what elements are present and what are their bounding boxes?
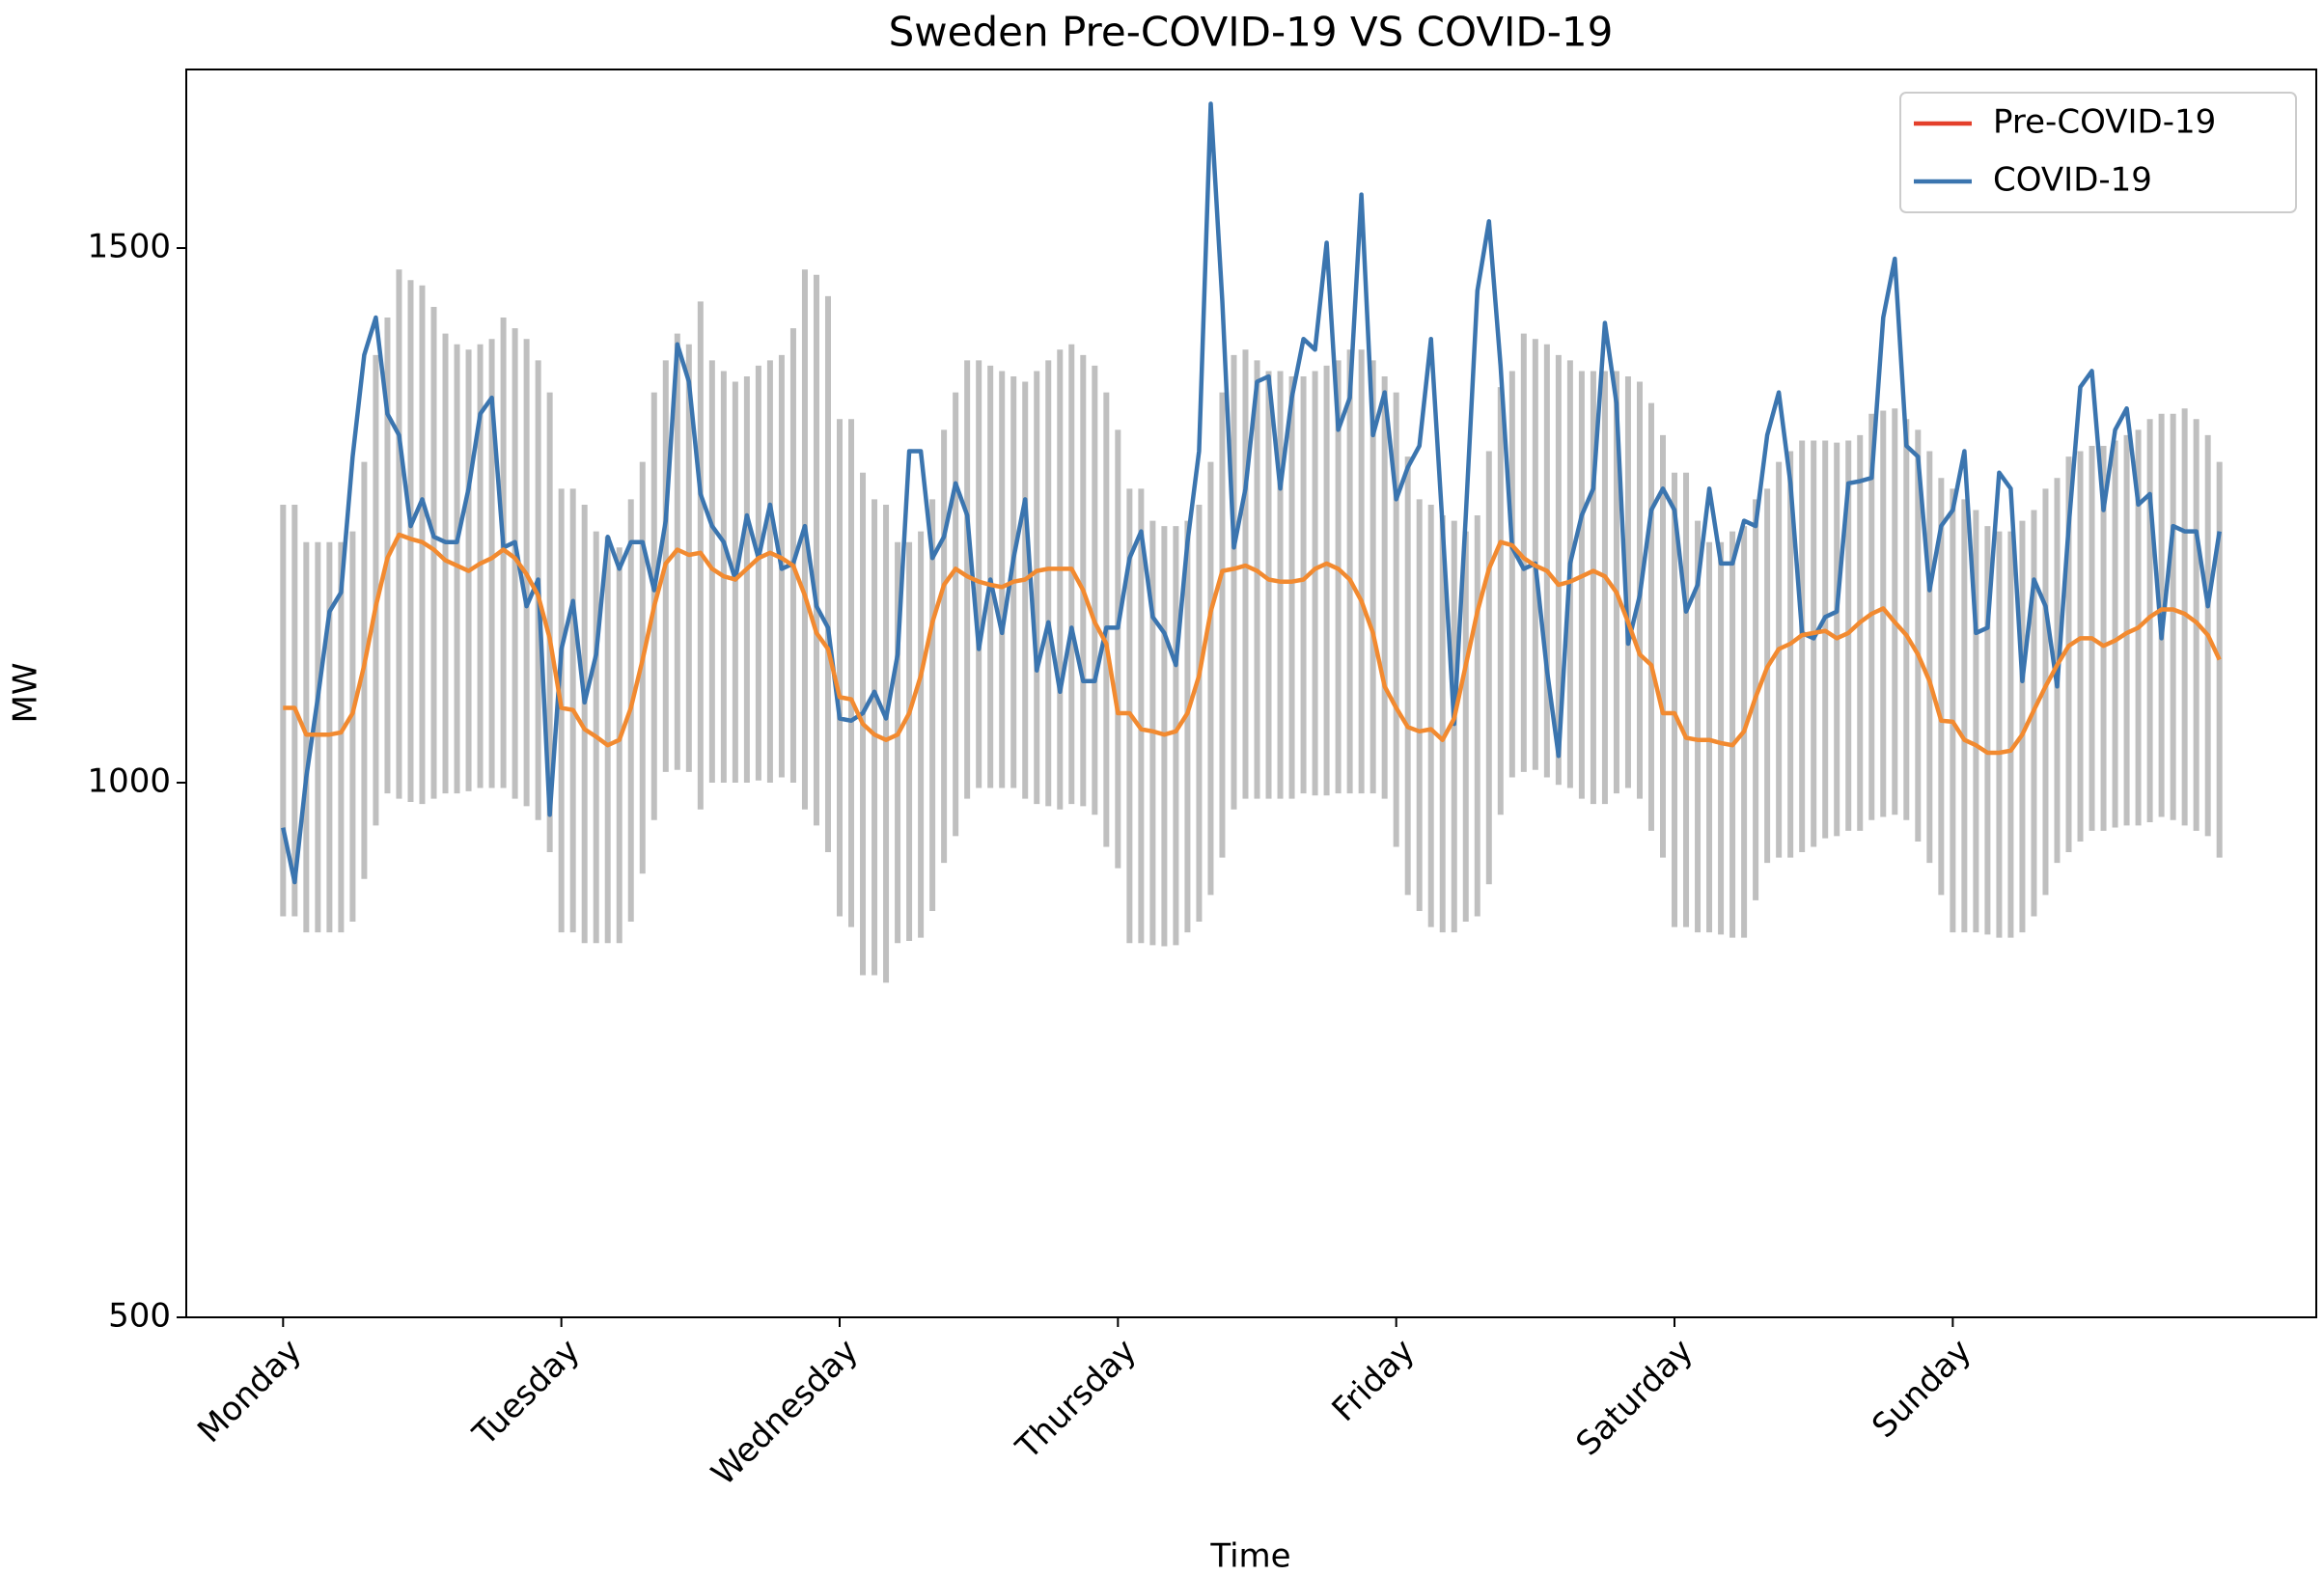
x-tick-label: Tuesday [465,1332,588,1454]
y-tick-label: 1500 [87,228,171,266]
plot-frame [185,69,2317,1318]
x-tick-label: Sunday [1865,1332,1978,1446]
series-line [281,101,2222,885]
x-tick-label: Monday [190,1332,309,1451]
legend-box [1899,92,2297,213]
x-tick-label: Thursday [1009,1332,1145,1468]
legend-label: Pre-COVID-19 [1993,103,2216,142]
y-tick-label: 1000 [87,762,171,801]
x-tick-label: Friday [1325,1332,1423,1429]
y-tick-label: 500 [108,1297,171,1336]
x-tick-label: Saturday [1568,1332,1701,1464]
x-tick-label: Wednesday [705,1332,866,1493]
chart-title: Sweden Pre-COVID-19 VS COVID-19 [889,9,1614,56]
legend-label: COVID-19 [1993,161,2152,200]
series-line [283,532,2222,756]
y-axis-label: MW [7,663,45,724]
x-axis-label: Time [1209,1537,1290,1575]
